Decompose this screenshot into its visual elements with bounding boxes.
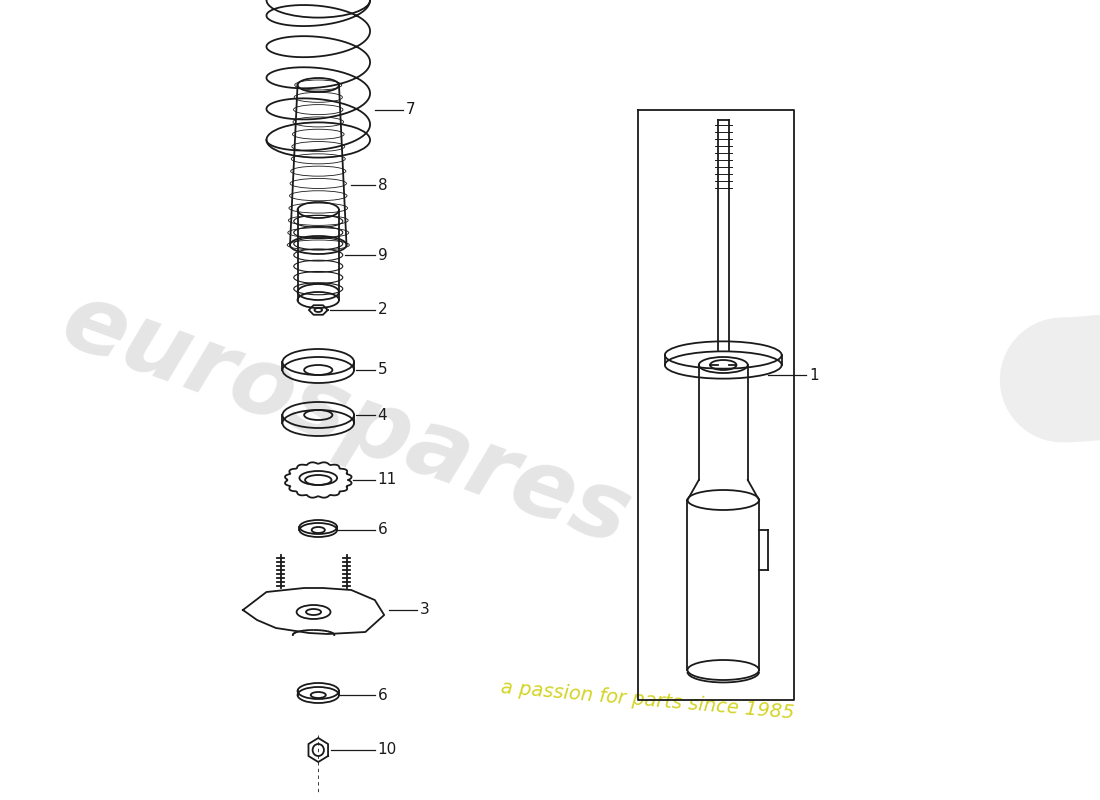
Text: 3: 3	[420, 602, 430, 618]
Text: eurospares: eurospares	[51, 274, 643, 566]
Text: a passion for parts since 1985: a passion for parts since 1985	[500, 678, 795, 722]
Text: 2: 2	[377, 302, 387, 318]
Text: 11: 11	[377, 473, 397, 487]
Text: 8: 8	[377, 178, 387, 193]
Text: 4: 4	[377, 407, 387, 422]
Text: 6: 6	[377, 687, 387, 702]
Text: 7: 7	[406, 102, 416, 118]
Text: 9: 9	[377, 247, 387, 262]
Text: 5: 5	[377, 362, 387, 378]
Text: 6: 6	[377, 522, 387, 538]
Text: 1: 1	[808, 367, 818, 382]
Text: 10: 10	[377, 742, 397, 758]
